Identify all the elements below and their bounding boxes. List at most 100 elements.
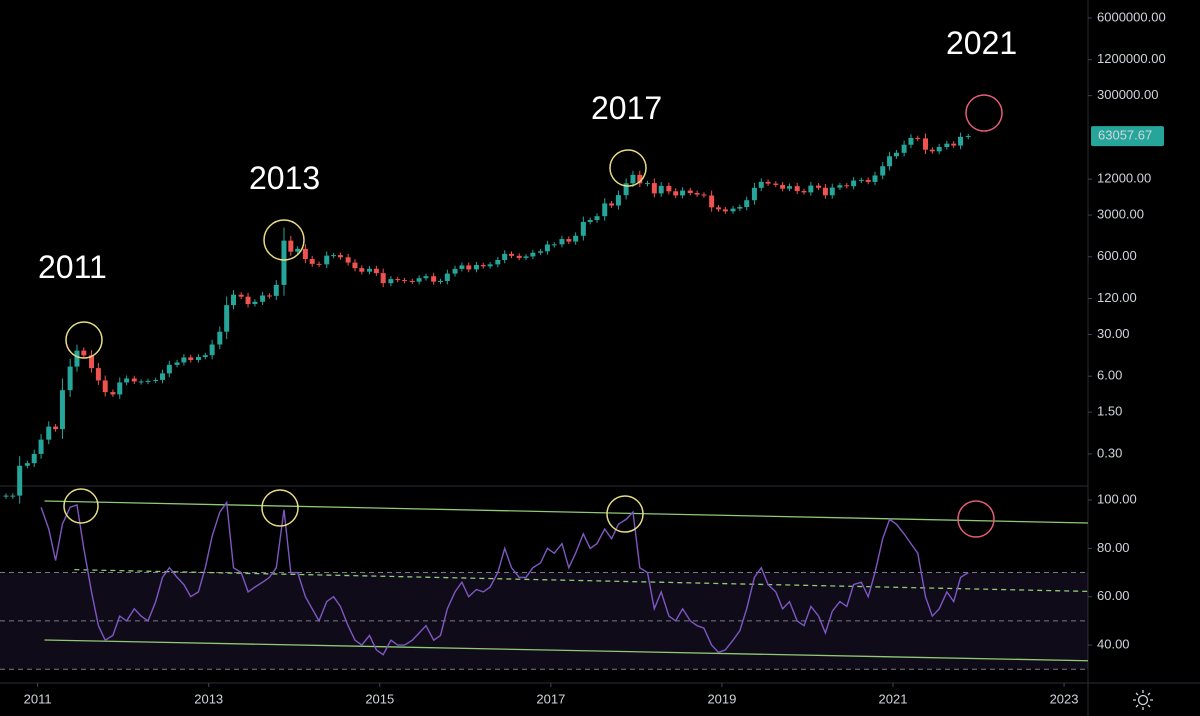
- x-tick-label: 2015: [365, 691, 394, 706]
- candle: [508, 253, 514, 256]
- candle: [516, 255, 522, 258]
- candle: [202, 355, 208, 357]
- candle: [929, 149, 935, 152]
- candle: [231, 294, 237, 306]
- annotation: 2017: [591, 90, 662, 126]
- candle: [573, 235, 579, 242]
- candle: [559, 239, 565, 245]
- candle: [687, 190, 693, 193]
- candle: [594, 216, 600, 221]
- candle: [666, 185, 672, 192]
- candle: [31, 453, 37, 464]
- candle: [252, 301, 258, 305]
- candle: [566, 239, 572, 242]
- candle: [352, 262, 358, 269]
- candle: [273, 284, 279, 296]
- y-tick-label: 80.00: [1097, 540, 1130, 555]
- candle: [965, 136, 971, 138]
- candle: [623, 183, 629, 196]
- candle: [487, 264, 493, 267]
- candle: [651, 183, 657, 194]
- candle: [373, 268, 379, 274]
- candle: [367, 268, 373, 272]
- candle: [81, 350, 87, 356]
- y-tick-label: 40.00: [1097, 636, 1130, 651]
- trend-line: [74, 569, 1089, 593]
- candle: [95, 368, 101, 381]
- candle: [822, 187, 828, 196]
- candle: [452, 268, 458, 274]
- candle: [409, 281, 415, 283]
- annotation: 2021: [946, 25, 1017, 61]
- highlight-circles: [63, 94, 1003, 538]
- candle: [166, 364, 172, 374]
- candle: [459, 265, 465, 269]
- candle: [395, 279, 401, 281]
- candle: [160, 373, 166, 380]
- candle: [124, 378, 130, 383]
- annotation: 2011: [38, 249, 107, 285]
- candle: [958, 136, 964, 146]
- candle: [416, 278, 422, 282]
- x-tick-label: 2019: [707, 691, 736, 706]
- y-tick-label: 100.00: [1097, 491, 1137, 506]
- candle: [145, 380, 151, 382]
- candle: [780, 184, 786, 189]
- last-price-box: [1091, 126, 1164, 147]
- candle: [224, 305, 230, 332]
- candle: [38, 439, 44, 454]
- candle: [829, 187, 835, 196]
- candle: [844, 185, 850, 187]
- candle: [502, 253, 508, 260]
- candle: [744, 200, 750, 207]
- candle: [59, 390, 65, 430]
- candle: [260, 295, 266, 302]
- candle: [701, 194, 707, 196]
- candle: [715, 207, 721, 210]
- candle: [893, 152, 899, 157]
- candle: [951, 143, 957, 146]
- candle: [530, 252, 536, 257]
- candle: [751, 187, 757, 201]
- candle: [3, 495, 9, 497]
- candle: [188, 357, 194, 361]
- x-tick-label: 2011: [24, 691, 52, 706]
- candle: [644, 183, 650, 185]
- candle: [887, 156, 893, 167]
- candle: [637, 174, 643, 184]
- candle: [801, 191, 807, 193]
- candle: [816, 185, 822, 188]
- candle: [195, 356, 201, 361]
- candle: [936, 146, 942, 152]
- candle: [580, 221, 586, 236]
- candle: [238, 294, 244, 297]
- candle: [773, 183, 779, 185]
- candle: [709, 195, 715, 208]
- y-tick-label: 6.00: [1097, 368, 1122, 383]
- candle: [309, 259, 315, 264]
- highlight-circle: [261, 489, 299, 527]
- candle: [302, 248, 308, 260]
- candle: [288, 240, 294, 252]
- y-tick-label: 1.50: [1097, 404, 1122, 419]
- candle: [922, 138, 928, 150]
- candle: [74, 350, 80, 367]
- candle: [730, 208, 736, 212]
- candle: [880, 166, 886, 176]
- candle: [138, 381, 144, 383]
- candle: [316, 263, 322, 265]
- candle: [266, 295, 272, 297]
- highlight-circle: [609, 149, 647, 187]
- candle: [24, 463, 30, 466]
- candle: [865, 179, 871, 182]
- candle: [551, 244, 557, 246]
- x-tick-label: 2017: [536, 691, 565, 706]
- candle: [680, 190, 686, 196]
- candle: [544, 244, 550, 252]
- candle: [245, 296, 251, 305]
- y-tick-label: 12000.00: [1097, 171, 1151, 186]
- candle: [53, 426, 59, 430]
- highlight-circle: [263, 219, 305, 261]
- settings-icon[interactable]: [1133, 690, 1153, 710]
